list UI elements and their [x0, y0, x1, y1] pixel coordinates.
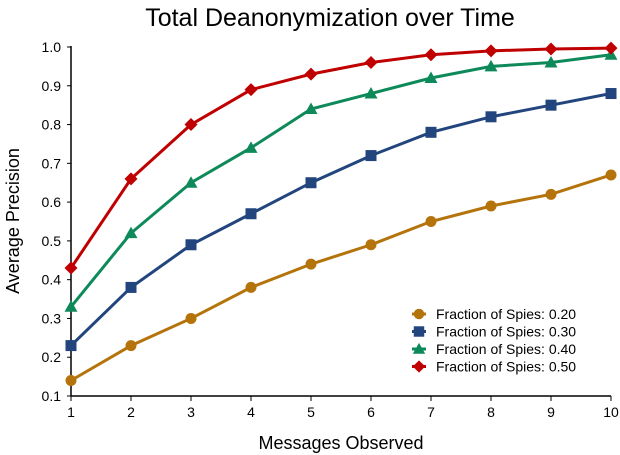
series-line	[69, 46, 612, 269]
data-point-circle	[65, 374, 77, 386]
data-point-diamond	[64, 261, 78, 275]
legend-label: Fraction of Spies: 0.40	[436, 341, 576, 357]
legend-entry: Fraction of Spies: 0.30	[412, 324, 576, 340]
series-3	[64, 48, 618, 312]
data-point-square	[425, 126, 437, 138]
legend-entry: Fraction of Spies: 0.40	[412, 341, 576, 357]
x-tick-label: 4	[247, 404, 255, 420]
data-point-diamond	[484, 44, 498, 58]
x-tick-label: 3	[187, 404, 195, 420]
x-tick-label: 1	[67, 404, 75, 420]
data-point-triangle	[364, 87, 378, 99]
x-tick-label: 8	[487, 404, 495, 420]
data-point-circle	[545, 188, 557, 200]
data-point-square	[545, 99, 557, 111]
data-point-diamond	[544, 42, 558, 56]
data-point-triangle	[304, 102, 318, 115]
series-1	[65, 169, 617, 386]
y-tick-label: 1.0	[42, 39, 62, 55]
x-tick-label: 2	[127, 404, 135, 420]
data-point-circle	[125, 340, 137, 352]
chart-title: Total Deanonymization over Time	[145, 4, 515, 32]
x-tick-label: 7	[427, 404, 435, 420]
data-point-diamond	[244, 83, 258, 97]
data-point-diamond	[124, 172, 138, 186]
data-point-triangle	[184, 176, 198, 188]
data-point-square	[65, 340, 77, 352]
data-point-circle	[485, 200, 497, 212]
y-tick-label: 0.7	[42, 155, 62, 171]
data-point-diamond	[424, 48, 438, 62]
x-axis-label: Messages Observed	[258, 433, 423, 453]
legend-entry: Fraction of Spies: 0.20	[412, 306, 576, 322]
data-point-diamond	[184, 118, 198, 132]
data-point-square	[185, 239, 197, 251]
x-tick-label: 10	[603, 404, 619, 420]
series-2	[65, 88, 617, 352]
data-point-triangle	[412, 342, 426, 354]
y-axis-label: Average Precision	[3, 148, 23, 294]
data-point-square	[305, 177, 317, 189]
data-point-circle	[425, 216, 437, 227]
y-tick-label: 0.5	[42, 233, 62, 249]
series-4	[64, 41, 618, 275]
x-tick-label: 9	[547, 404, 555, 420]
data-point-square	[365, 150, 377, 162]
data-point-circle	[305, 258, 317, 270]
y-tick-label: 0.6	[42, 194, 62, 210]
data-point-circle	[413, 308, 425, 320]
series-line	[69, 53, 612, 308]
data-point-diamond	[304, 67, 318, 81]
data-point-square	[413, 326, 425, 337]
data-point-square	[125, 281, 137, 293]
data-point-diamond	[364, 56, 378, 70]
y-tick-label: 0.1	[42, 388, 62, 404]
y-tick-label: 0.8	[42, 117, 62, 133]
data-point-diamond	[604, 41, 618, 55]
y-tick-label: 0.3	[42, 310, 62, 326]
data-point-triangle	[484, 59, 498, 72]
data-point-circle	[365, 239, 377, 251]
data-point-circle	[185, 312, 197, 324]
data-point-circle	[605, 169, 617, 181]
legend-label: Fraction of Spies: 0.50	[436, 359, 576, 375]
data-point-triangle	[64, 300, 78, 312]
data-point-triangle	[244, 141, 258, 153]
legend-entry: Fraction of Spies: 0.50	[412, 359, 576, 375]
y-tick-label: 0.9	[42, 78, 62, 94]
data-point-square	[605, 88, 617, 100]
data-point-square	[245, 208, 257, 220]
data-point-square	[485, 111, 497, 123]
y-tick-label: 0.4	[42, 272, 62, 288]
data-point-triangle	[124, 226, 138, 239]
x-tick-label: 5	[307, 404, 315, 420]
legend-label: Fraction of Spies: 0.30	[436, 324, 576, 340]
data-point-triangle	[544, 56, 558, 68]
y-tick-label: 0.2	[42, 349, 62, 365]
data-point-diamond	[412, 360, 426, 373]
data-point-triangle	[424, 71, 438, 84]
legend-label: Fraction of Spies: 0.20	[436, 306, 576, 322]
series-line	[69, 92, 612, 347]
series-line	[70, 173, 612, 382]
data-point-circle	[245, 281, 257, 293]
x-tick-label: 6	[367, 404, 375, 420]
